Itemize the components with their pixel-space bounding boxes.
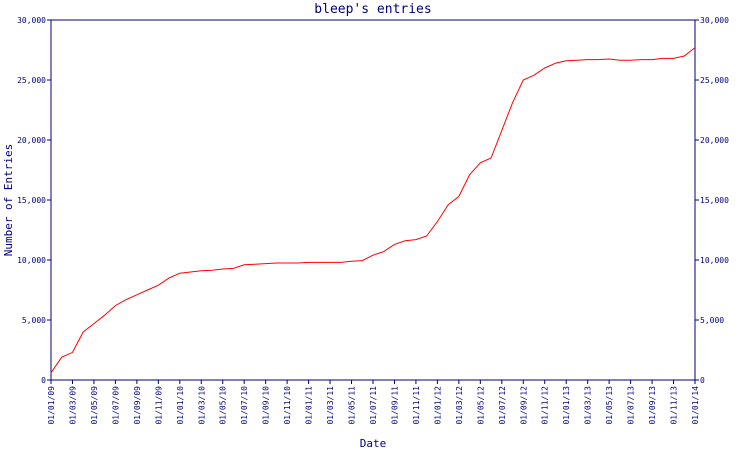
x-tick-label: 01/11/13	[670, 386, 679, 425]
x-tick-label: 01/11/10	[283, 386, 292, 425]
x-tick-label: 01/05/12	[476, 386, 485, 425]
x-tick-label: 01/03/11	[326, 386, 335, 425]
x-tick-label: 01/01/11	[305, 386, 314, 425]
x-tick-label: 01/09/13	[648, 386, 657, 425]
y2-tick-label: 10,000	[700, 256, 729, 265]
x-tick-label: 01/09/10	[262, 386, 271, 425]
x-tick-label: 01/05/13	[605, 386, 614, 425]
x-tick-label: 01/01/14	[691, 386, 700, 425]
x-tick-label: 01/05/09	[90, 386, 99, 425]
y2-tick-label: 0	[700, 376, 705, 385]
y-axis-label: Number of Entries	[2, 144, 15, 257]
x-tick-label: 01/01/10	[176, 386, 185, 425]
x-tick-label: 01/07/13	[627, 386, 636, 425]
x-tick-label: 01/11/12	[541, 386, 550, 425]
chart-title: bleep's entries	[314, 2, 431, 17]
y-tick-label: 20,000	[17, 136, 46, 145]
y2-tick-label: 5,000	[700, 316, 724, 325]
y-tick-label: 30,000	[17, 16, 46, 25]
x-tick-label: 01/03/13	[584, 386, 593, 425]
y-tick-label: 15,000	[17, 196, 46, 205]
plot-frame	[50, 19, 696, 381]
y2-tick-label: 15,000	[700, 196, 729, 205]
x-tick-label: 01/07/09	[111, 386, 120, 425]
data-line	[50, 47, 696, 374]
y2-tick-label: 30,000	[700, 16, 729, 25]
x-tick-label: 01/05/10	[219, 386, 228, 425]
x-tick-label: 01/07/10	[240, 386, 249, 425]
x-tick-label: 01/01/13	[562, 386, 571, 425]
x-tick-label: 01/07/11	[369, 386, 378, 425]
x-tick-label: 01/03/10	[197, 386, 206, 425]
y2-tick-label: 25,000	[700, 76, 729, 85]
x-tick-label: 01/01/09	[47, 386, 56, 425]
y-tick-label: 0	[41, 376, 46, 385]
x-tick-label: 01/07/12	[498, 386, 507, 425]
y2-tick-label: 20,000	[700, 136, 729, 145]
y-tick-label: 10,000	[17, 256, 46, 265]
y-tick-label: 5,000	[22, 316, 46, 325]
x-tick-label: 01/09/11	[390, 386, 399, 425]
x-tick-label: 01/09/09	[133, 386, 142, 425]
x-tick-label: 01/01/12	[433, 386, 442, 425]
x-tick-label: 01/09/12	[519, 386, 528, 425]
x-tick-label: 01/03/09	[68, 386, 77, 425]
x-tick-label: 01/05/11	[348, 386, 357, 425]
x-tick-label: 01/11/09	[154, 386, 163, 425]
x-tick-label: 01/03/12	[455, 386, 464, 425]
x-axis-label: Date	[360, 437, 387, 450]
x-tick-label: 01/11/11	[412, 386, 421, 425]
y-tick-label: 25,000	[17, 76, 46, 85]
